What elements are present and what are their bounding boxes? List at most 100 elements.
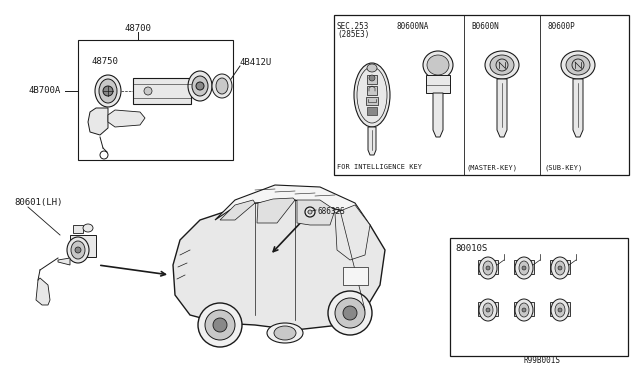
- Polygon shape: [573, 79, 583, 137]
- Bar: [514, 260, 534, 274]
- Ellipse shape: [423, 51, 453, 79]
- Circle shape: [343, 306, 357, 320]
- Bar: [334, 15, 629, 175]
- Polygon shape: [335, 205, 370, 260]
- Bar: [133, 78, 191, 104]
- Ellipse shape: [99, 79, 117, 103]
- Polygon shape: [297, 200, 335, 225]
- Text: 68632S: 68632S: [318, 207, 346, 216]
- Ellipse shape: [479, 257, 497, 279]
- Ellipse shape: [483, 303, 493, 317]
- Bar: [70, 235, 96, 257]
- Ellipse shape: [274, 326, 296, 340]
- Ellipse shape: [566, 55, 590, 75]
- Polygon shape: [497, 79, 507, 137]
- Text: 80010S: 80010S: [455, 244, 487, 253]
- Circle shape: [496, 59, 508, 71]
- Ellipse shape: [483, 261, 493, 275]
- Text: 80600P: 80600P: [548, 22, 576, 31]
- Ellipse shape: [558, 266, 562, 270]
- Polygon shape: [368, 127, 376, 155]
- Ellipse shape: [519, 303, 529, 317]
- Polygon shape: [108, 110, 145, 127]
- Bar: [343, 267, 368, 285]
- Text: (MASTER-KEY): (MASTER-KEY): [467, 164, 518, 170]
- Ellipse shape: [212, 74, 232, 98]
- Bar: [478, 302, 498, 316]
- Ellipse shape: [216, 78, 228, 94]
- Ellipse shape: [427, 55, 449, 75]
- Bar: [426, 75, 450, 93]
- Circle shape: [572, 59, 584, 71]
- Text: R99B001S: R99B001S: [524, 356, 561, 365]
- Text: FOR INTELLIGENCE KEY: FOR INTELLIGENCE KEY: [337, 164, 422, 170]
- Circle shape: [308, 210, 312, 214]
- Ellipse shape: [522, 308, 526, 312]
- Ellipse shape: [192, 76, 208, 96]
- Ellipse shape: [144, 87, 152, 95]
- Ellipse shape: [555, 303, 565, 317]
- Ellipse shape: [83, 224, 93, 232]
- Bar: [78, 40, 233, 160]
- Circle shape: [213, 318, 227, 332]
- Text: B0600N: B0600N: [471, 22, 499, 31]
- Polygon shape: [257, 198, 295, 223]
- Ellipse shape: [479, 299, 497, 321]
- Ellipse shape: [555, 261, 565, 275]
- Bar: [550, 302, 570, 316]
- Ellipse shape: [75, 247, 81, 253]
- Bar: [366, 97, 378, 105]
- Text: (SUB-KEY): (SUB-KEY): [545, 164, 583, 170]
- Bar: [450, 238, 628, 356]
- Ellipse shape: [522, 266, 526, 270]
- Polygon shape: [36, 278, 50, 305]
- Text: 48750: 48750: [91, 57, 118, 66]
- Bar: [514, 302, 534, 316]
- Ellipse shape: [551, 299, 569, 321]
- Ellipse shape: [267, 323, 303, 343]
- Text: 4B412U: 4B412U: [240, 58, 272, 67]
- Bar: [367, 86, 377, 95]
- Text: 48700: 48700: [125, 24, 152, 33]
- Ellipse shape: [71, 241, 85, 259]
- Circle shape: [369, 75, 375, 81]
- Polygon shape: [215, 185, 370, 225]
- Polygon shape: [58, 258, 70, 265]
- Ellipse shape: [67, 237, 89, 263]
- Ellipse shape: [103, 86, 113, 96]
- Ellipse shape: [95, 75, 121, 107]
- Bar: [478, 260, 498, 274]
- Ellipse shape: [188, 71, 212, 101]
- Text: SEC.253: SEC.253: [337, 22, 369, 31]
- Circle shape: [205, 310, 235, 340]
- Bar: [367, 107, 377, 115]
- Ellipse shape: [490, 55, 514, 75]
- Ellipse shape: [485, 51, 519, 79]
- Polygon shape: [433, 93, 443, 137]
- Circle shape: [335, 298, 365, 328]
- Circle shape: [305, 207, 315, 217]
- Ellipse shape: [486, 308, 490, 312]
- Circle shape: [328, 291, 372, 335]
- Ellipse shape: [486, 266, 490, 270]
- Polygon shape: [88, 108, 108, 135]
- Text: 4B700A: 4B700A: [28, 86, 60, 95]
- Ellipse shape: [367, 64, 377, 72]
- Polygon shape: [173, 200, 385, 330]
- Ellipse shape: [354, 63, 390, 127]
- Text: 80601(LH): 80601(LH): [14, 198, 62, 207]
- Polygon shape: [220, 200, 255, 220]
- Bar: [550, 260, 570, 274]
- Ellipse shape: [558, 308, 562, 312]
- Ellipse shape: [519, 261, 529, 275]
- Bar: [367, 75, 377, 84]
- Ellipse shape: [515, 257, 533, 279]
- Text: (285E3): (285E3): [337, 30, 369, 39]
- Ellipse shape: [196, 82, 204, 90]
- Ellipse shape: [561, 51, 595, 79]
- Ellipse shape: [515, 299, 533, 321]
- Text: 80600NA: 80600NA: [397, 22, 429, 31]
- Circle shape: [198, 303, 242, 347]
- Polygon shape: [73, 225, 83, 233]
- Ellipse shape: [551, 257, 569, 279]
